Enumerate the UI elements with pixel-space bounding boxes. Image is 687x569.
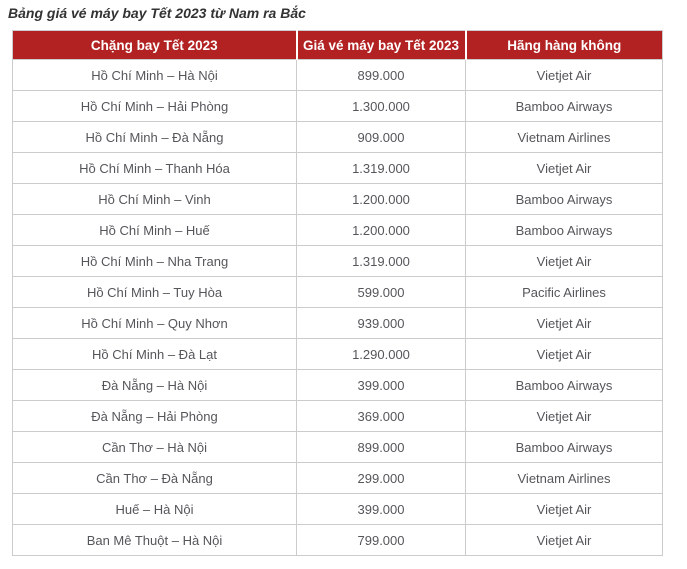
table-header-row: Chặng bay Tết 2023 Giá vé máy bay Tết 20… xyxy=(12,30,663,60)
table-row: Hồ Chí Minh – Đà Nẵng 909.000 Vietnam Airl… xyxy=(12,121,663,153)
airline-cell: Vietjet Air xyxy=(465,307,663,339)
route-cell: Ban Mê Thuột – Hà Nội xyxy=(12,524,297,556)
airline-cell: Bamboo Airways xyxy=(465,431,663,463)
route-cell: Hồ Chí Minh – Tuy Hòa xyxy=(12,276,297,308)
airline-cell: Bamboo Airways xyxy=(465,214,663,246)
airline-cell: Vietjet Air xyxy=(465,400,663,432)
column-header-route: Chặng bay Tết 2023 xyxy=(12,30,297,60)
airline-cell: Bamboo Airways xyxy=(465,183,663,215)
column-header-price: Giá vé máy bay Tết 2023 xyxy=(295,30,466,60)
airline-cell: Vietjet Air xyxy=(465,338,663,370)
price-cell: 799.000 xyxy=(296,524,466,556)
table-row: Ban Mê Thuột – Hà Nội 799.000 Vietjet Air xyxy=(12,524,663,556)
fare-table: Chặng bay Tết 2023 Giá vé máy bay Tết 20… xyxy=(12,30,663,556)
route-cell: Hồ Chí Minh – Quy Nhơn xyxy=(12,307,297,339)
route-cell: Hồ Chí Minh – Hải Phòng xyxy=(12,90,297,122)
price-cell: 1.200.000 xyxy=(296,214,466,246)
table-row: Hồ Chí Minh – Vinh 1.200.000 Bamboo Airway… xyxy=(12,183,663,215)
route-cell: Hồ Chí Minh – Huế xyxy=(12,214,297,246)
column-header-airline: Hãng hàng không xyxy=(464,30,663,60)
article-content: Bảng giá vé máy bay Tết 2023 từ Nam ra B… xyxy=(8,5,663,556)
route-cell: Huế – Hà Nội xyxy=(12,493,297,525)
price-cell: 599.000 xyxy=(296,276,466,308)
price-cell: 909.000 xyxy=(296,121,466,153)
page-title: Bảng giá vé máy bay Tết 2023 từ Nam ra B… xyxy=(8,5,306,21)
airline-cell: Vietjet Air xyxy=(465,493,663,525)
airline-cell: Vietnam Airlines xyxy=(465,121,663,153)
table-row: Đà Nẵng – Hải Phòng 369.000 Vietjet Air xyxy=(12,400,663,432)
table-row: Hồ Chí Minh – Huế 1.200.000 Bamboo Airways xyxy=(12,214,663,246)
route-cell: Hồ Chí Minh – Hà Nội xyxy=(12,59,297,91)
price-cell: 1.319.000 xyxy=(296,245,466,277)
price-cell: 399.000 xyxy=(296,493,466,525)
price-cell: 299.000 xyxy=(296,462,466,494)
price-cell: 1.319.000 xyxy=(296,152,466,184)
table-row: Hồ Chí Minh – Tuy Hòa 599.000 Pacific Airl… xyxy=(12,276,663,308)
price-cell: 899.000 xyxy=(296,59,466,91)
airline-cell: Vietjet Air xyxy=(465,524,663,556)
route-cell: Cần Thơ – Hà Nội xyxy=(12,431,297,463)
route-cell: Cần Thơ – Đà Nẵng xyxy=(12,462,297,494)
price-cell: 399.000 xyxy=(296,369,466,401)
price-cell: 1.290.000 xyxy=(296,338,466,370)
route-cell: Hồ Chí Minh – Vinh xyxy=(12,183,297,215)
route-cell: Đà Nẵng – Hải Phòng xyxy=(12,400,297,432)
airline-cell: Vietjet Air xyxy=(465,152,663,184)
price-cell: 369.000 xyxy=(296,400,466,432)
airline-cell: Vietnam Airlines xyxy=(465,462,663,494)
table-row: Cần Thơ – Hà Nội 899.000 Bamboo Airways xyxy=(12,431,663,463)
table-body: Hồ Chí Minh – Hà Nội 899.000 Vietjet Air Hồ… xyxy=(12,59,663,556)
price-cell: 1.300.000 xyxy=(296,90,466,122)
route-cell: Hồ Chí Minh – Đà Lạt xyxy=(12,338,297,370)
table-row: Hồ Chí Minh – Hải Phòng 1.300.000 Bamboo A… xyxy=(12,90,663,122)
table-row: Đà Nẵng – Hà Nội 399.000 Bamboo Airways xyxy=(12,369,663,401)
airline-cell: Vietjet Air xyxy=(465,245,663,277)
table-row: Cần Thơ – Đà Nẵng 299.000 Vietnam Airlines xyxy=(12,462,663,494)
route-cell: Hồ Chí Minh – Thanh Hóa xyxy=(12,152,297,184)
table-row: Hồ Chí Minh – Thanh Hóa 1.319.000 Vietjet … xyxy=(12,152,663,184)
table-row: Hồ Chí Minh – Đà Lạt 1.290.000 Vietjet Air xyxy=(12,338,663,370)
table-row: Hồ Chí Minh – Hà Nội 899.000 Vietjet Air xyxy=(12,59,663,91)
price-cell: 899.000 xyxy=(296,431,466,463)
airline-cell: Bamboo Airways xyxy=(465,90,663,122)
price-cell: 1.200.000 xyxy=(296,183,466,215)
airline-cell: Bamboo Airways xyxy=(465,369,663,401)
route-cell: Hồ Chí Minh – Nha Trang xyxy=(12,245,297,277)
airline-cell: Pacific Airlines xyxy=(465,276,663,308)
route-cell: Hồ Chí Minh – Đà Nẵng xyxy=(12,121,297,153)
route-cell: Đà Nẵng – Hà Nội xyxy=(12,369,297,401)
table-row: Hồ Chí Minh – Nha Trang 1.319.000 Vietjet … xyxy=(12,245,663,277)
table-row: Huế – Hà Nội 399.000 Vietjet Air xyxy=(12,493,663,525)
airline-cell: Vietjet Air xyxy=(465,59,663,91)
table-row: Hồ Chí Minh – Quy Nhơn 939.000 Vietjet Air xyxy=(12,307,663,339)
price-cell: 939.000 xyxy=(296,307,466,339)
